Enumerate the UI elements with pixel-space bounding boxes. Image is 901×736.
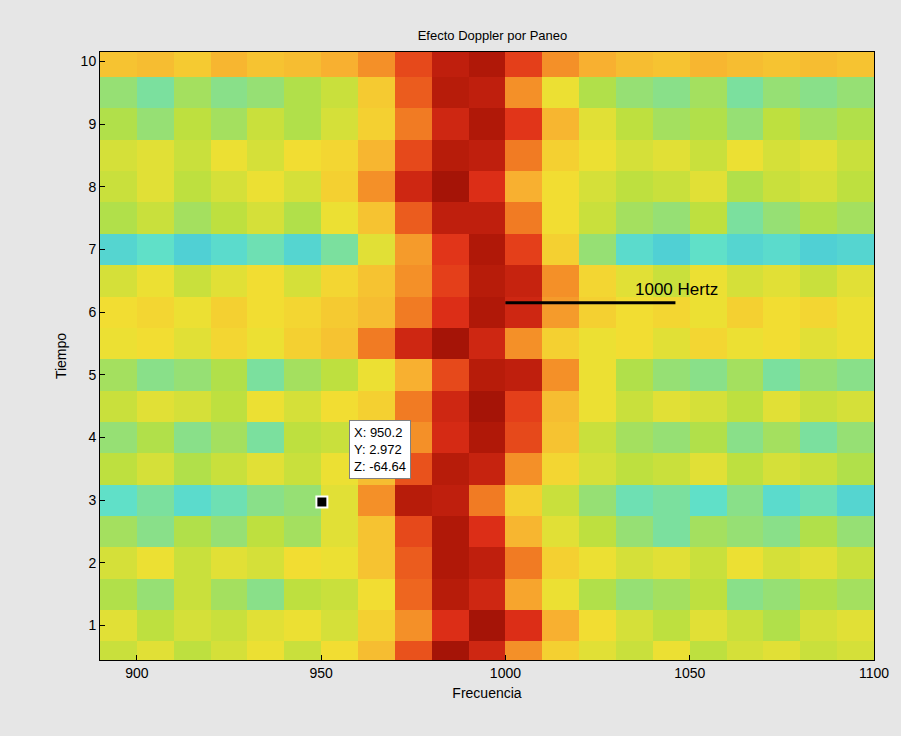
svg-text:X: 950.2Y: 2.972Z: -64.64: X: 950.2Y: 2.972Z: -64.64 <box>354 425 406 474</box>
svg-text:950: 950 <box>309 665 333 681</box>
svg-text:9: 9 <box>88 116 96 132</box>
svg-text:Efecto Doppler por Paneo: Efecto Doppler por Paneo <box>418 28 568 43</box>
svg-text:1000: 1000 <box>490 665 521 681</box>
svg-text:10: 10 <box>81 53 97 69</box>
svg-text:4: 4 <box>88 429 96 445</box>
svg-text:5: 5 <box>88 367 96 383</box>
svg-text:900: 900 <box>125 665 149 681</box>
svg-text:1000 Hertz: 1000 Hertz <box>635 280 718 299</box>
svg-text:8: 8 <box>88 179 96 195</box>
svg-text:1100: 1100 <box>859 665 889 681</box>
svg-text:2: 2 <box>88 555 96 571</box>
svg-text:7: 7 <box>88 241 96 257</box>
svg-text:3: 3 <box>88 492 96 508</box>
svg-text:6: 6 <box>88 304 96 320</box>
svg-text:Frecuencia: Frecuencia <box>452 685 521 701</box>
svg-text:1: 1 <box>88 617 96 633</box>
svg-text:Tiempo: Tiempo <box>53 333 69 379</box>
svg-text:1050: 1050 <box>674 665 705 681</box>
